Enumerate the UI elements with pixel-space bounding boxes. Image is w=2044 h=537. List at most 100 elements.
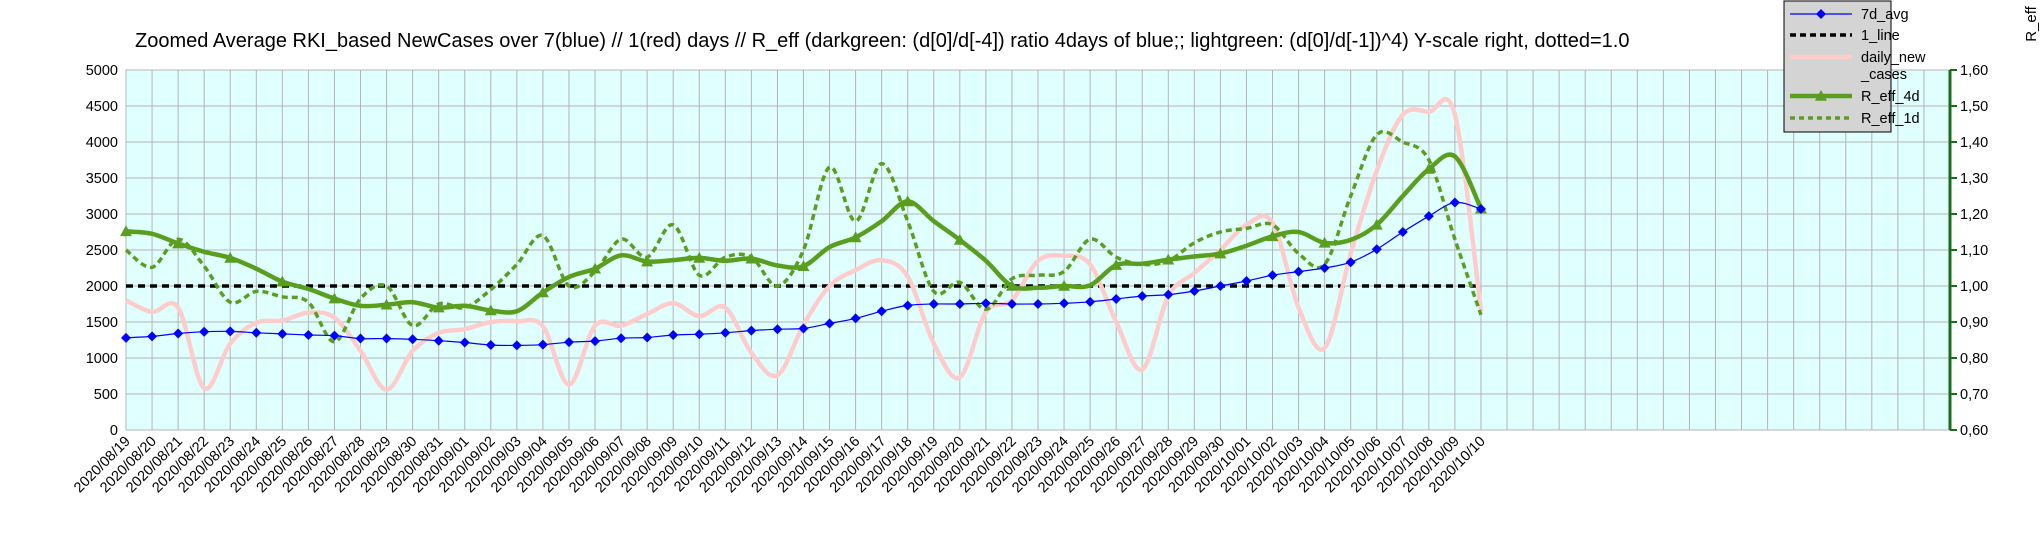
r-eff-4d-point [1005, 280, 1018, 291]
chart-title: Zoomed Average RKI_based NewCases over 7… [135, 30, 1629, 52]
r-eff-1d-line [124, 129, 1483, 344]
r-eff-4d-point [797, 260, 810, 271]
legend-label-r-eff-4d: R_eff_4d [1861, 89, 1920, 105]
legend-label-daily-new-cases: _cases [1860, 67, 1907, 83]
right-y-tick-label: 1,60 [1960, 63, 1988, 79]
7d-avg-point [1111, 293, 1122, 304]
r-eff-4d-point [953, 233, 966, 245]
7d-avg-point [1163, 289, 1174, 300]
grid [125, 69, 1951, 431]
7d-avg-point [668, 329, 679, 340]
7d-avg-point [772, 324, 783, 335]
7d-avg-point [720, 327, 731, 338]
right-y-tick-label: 1,30 [1960, 171, 1988, 187]
7d-avg-point [1449, 197, 1460, 208]
7d-avg-point [1006, 299, 1017, 309]
7d-avg-point [1345, 257, 1356, 268]
7d-avg-point [928, 299, 939, 309]
7d-avg-point [694, 329, 705, 340]
left-y-tick-label: 4500 [86, 99, 118, 115]
7d-avg-point [1475, 203, 1486, 214]
r-eff-4d-point [1110, 259, 1123, 270]
right-y-tick-label: 0,70 [1960, 387, 1988, 403]
series-layer [120, 96, 1487, 392]
r-eff-4d-point [1058, 280, 1071, 291]
legend-marker-r-eff-4d [1815, 90, 1827, 101]
r-eff-4d-point [1422, 163, 1435, 174]
left-y-tick-label: 1500 [86, 315, 118, 331]
left-y-tick-label: 1000 [86, 351, 118, 367]
7d-avg-point [199, 326, 210, 337]
legend-label-1-line: 1_line [1861, 28, 1900, 44]
7d-avg-point [1293, 266, 1304, 277]
7d-avg-point [850, 313, 861, 324]
7d-avg-point [1189, 286, 1200, 297]
legend-label-daily-new-cases: daily_new [1861, 50, 1926, 66]
r-eff-4d-point [745, 252, 758, 264]
r-eff-4d-point [1162, 253, 1175, 265]
7d-avg-point [355, 333, 366, 344]
left-y-tick-label: 2500 [86, 243, 118, 259]
legend-box [1783, 0, 1892, 133]
r-eff-4d-point [224, 251, 237, 263]
7d-avg-point [381, 333, 392, 344]
7d-avg-point [121, 332, 131, 343]
7d-avg-point [824, 318, 835, 329]
7d-avg-point [329, 330, 340, 341]
right-y-tick-label: 1,20 [1960, 207, 1988, 223]
r-eff-4d-point [536, 286, 549, 298]
7d-avg-point [1241, 275, 1252, 286]
7d-avg-point [563, 337, 574, 348]
daily-new-cases-line [125, 96, 1484, 392]
7d-avg-point [251, 327, 262, 338]
legend-label-7d-avg: 7d_avg [1861, 7, 1909, 23]
legend: 7d_avg 1_line daily_new_cases R_eff_4d R_eff… [1783, 0, 1926, 133]
right-y-tick-label: 0,90 [1960, 315, 1988, 331]
7d-avg-point [1215, 281, 1226, 291]
left-y-tick-label: 500 [94, 387, 118, 403]
left-y-tick-label: 0 [110, 423, 118, 439]
7d-avg-point [616, 333, 627, 344]
r-eff-4d-point [172, 237, 185, 249]
7d-avg-point [902, 300, 913, 311]
r-eff-4d-point [1266, 230, 1279, 242]
r-eff-4d-point [1370, 218, 1383, 230]
7d-avg-point [642, 332, 653, 343]
legend-label-r-eff-1d: R_eff_1d [1861, 111, 1920, 127]
7d-avg-point [798, 323, 809, 334]
right-y-tick-label: 0,80 [1960, 351, 1988, 367]
7d-avg-point [876, 306, 887, 317]
right-y-tick-label: 1,10 [1960, 243, 1988, 259]
7d-avg-point [1267, 270, 1278, 281]
7d-avg-point [1397, 227, 1408, 237]
7d-avg-point [1371, 244, 1382, 255]
7d-avg-point [1319, 263, 1330, 273]
r-eff-4d-point [380, 298, 393, 310]
r-eff-4d-point [641, 255, 654, 267]
right-y-tick-label: 0,60 [1960, 423, 1988, 439]
right-y-tick-label: 1,50 [1960, 99, 1988, 115]
left-y-tick-label: 3500 [86, 171, 118, 187]
7d-avg-point [303, 329, 314, 340]
7d-avg-point [407, 334, 418, 345]
r-eff-4d-point [693, 251, 706, 263]
7d-avg-point [459, 337, 470, 348]
r-eff-4d-point [432, 301, 445, 313]
r-eff-4d-point [589, 262, 602, 274]
r-eff-4d-point [276, 275, 289, 287]
7d-avg-point [1033, 299, 1043, 309]
r-eff-4d-point [1318, 236, 1331, 248]
7d-avg-point [590, 336, 601, 347]
legend-marker-7d-avg [1816, 9, 1826, 19]
7d-avg-point [485, 340, 496, 351]
left-y-tick-label: 5000 [86, 63, 118, 79]
left-y-tick-label: 3000 [86, 207, 118, 223]
7d-avg-point [173, 328, 184, 339]
7d-avg-point [277, 328, 288, 339]
7d-avg-point [147, 331, 158, 342]
right-axis-label: R_eff [2023, 5, 2040, 41]
r-eff-4d-point [120, 225, 132, 237]
right-y-tick-label: 1,00 [1960, 279, 1988, 295]
r-eff-4d-point [328, 292, 341, 304]
